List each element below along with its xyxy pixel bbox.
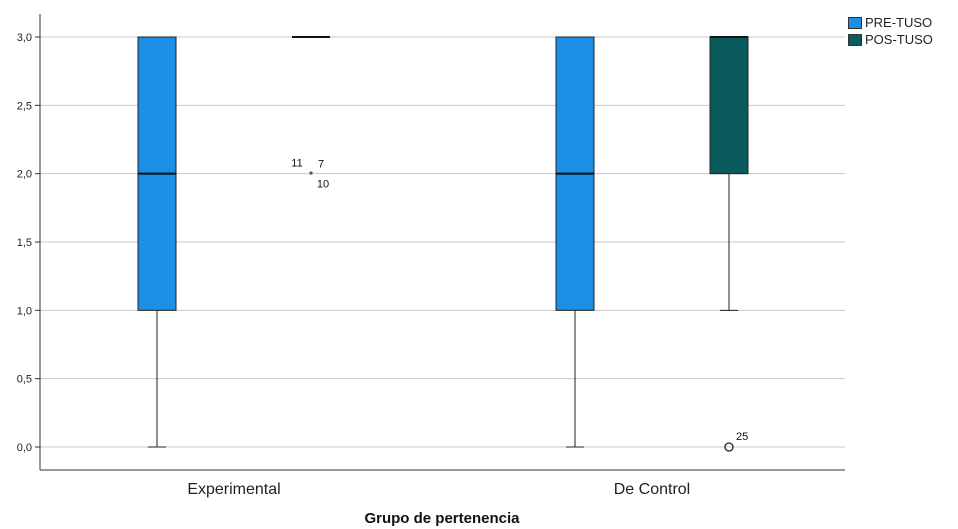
y-tick-label: 1,0 [17, 305, 32, 317]
legend-item-pos: POS-TUSO [848, 31, 933, 48]
x-category-label: Experimental [187, 481, 280, 498]
legend-label-pre: PRE-TUSO [865, 15, 933, 30]
y-tick-label: 2,0 [17, 169, 32, 181]
legend-swatch-pre [848, 16, 862, 29]
legend: PRE-TUSO POS-TUSO [848, 14, 933, 48]
outlier-label: 10 [317, 179, 329, 191]
legend-item-pre: PRE-TUSO [848, 14, 933, 31]
legend-swatch-pos [848, 33, 862, 46]
outlier-star: * [309, 170, 314, 182]
outlier-label: 7 [318, 159, 324, 171]
legend-label-pos: POS-TUSO [865, 32, 933, 47]
outlier-label: 11 [291, 158, 302, 170]
x-axis-title: Grupo de pertenencia [364, 510, 520, 527]
outlier-circle [724, 442, 734, 452]
y-tick-label: 2,5 [17, 100, 32, 112]
y-tick-label: 3,0 [17, 32, 32, 44]
x-category-label: De Control [614, 481, 690, 498]
outlier-label: 25 [736, 431, 748, 443]
y-tick-label: 1,5 [17, 237, 32, 249]
y-tick-label: 0,5 [17, 374, 32, 386]
y-tick-label: 0,0 [17, 442, 32, 454]
box-pos [709, 36, 749, 175]
